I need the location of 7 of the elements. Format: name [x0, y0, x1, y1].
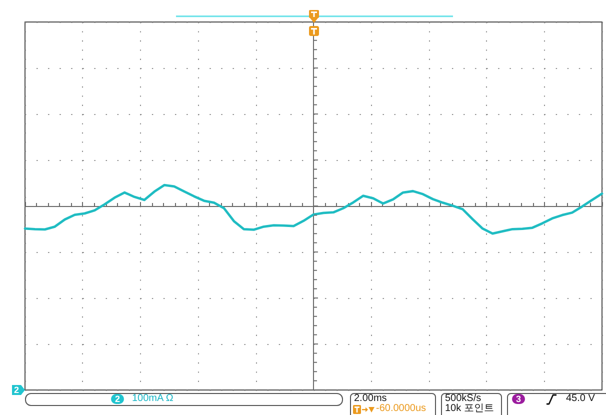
text: 45.0 V	[566, 392, 595, 404]
text: -60.0000us	[376, 403, 426, 414]
text: 2.00ms	[354, 392, 387, 404]
text: 100mA Ω	[132, 392, 174, 404]
text: 10k 포인트	[445, 403, 494, 414]
text: 500kS/s	[445, 392, 482, 404]
ground-marker: 2	[12, 385, 25, 395]
